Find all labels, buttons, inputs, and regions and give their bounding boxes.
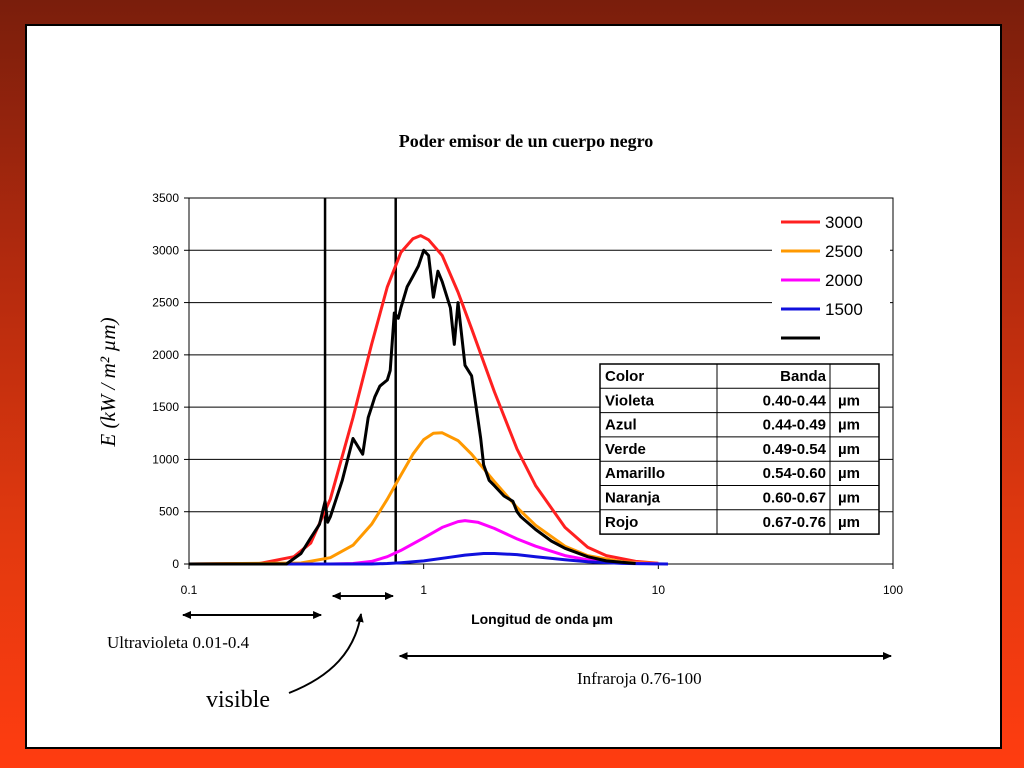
legend-label: 2000 — [825, 271, 863, 290]
table-row-unit: µm — [838, 490, 860, 507]
y-tick-label: 3000 — [152, 243, 179, 257]
x-axis-label: Longitud de onda µm — [471, 611, 613, 627]
y-tick-label: 1000 — [152, 452, 179, 466]
table-row-color: Naranja — [605, 490, 661, 507]
table-row-unit: µm — [838, 465, 860, 482]
table-row-unit: µm — [838, 514, 860, 531]
visible-pointer-arrow — [288, 613, 364, 694]
series-measured-line — [189, 248, 636, 566]
legend-label: 2500 — [825, 242, 863, 261]
table-row-unit: µm — [838, 417, 860, 434]
table-row-color: Violeta — [605, 392, 655, 409]
table-row-unit: µm — [838, 392, 860, 409]
wavelength-annotations: Ultravioleta 0.01-0.4 Infraroja 0.76-100… — [107, 592, 892, 713]
visible-label: visible — [206, 687, 270, 713]
x-tick-label: 0.1 — [181, 583, 198, 597]
table-row-color: Azul — [605, 417, 637, 434]
blackbody-chart: Poder emisor de un cuerpo negro E (kW / … — [96, 131, 903, 713]
y-tick-label: 2500 — [152, 296, 179, 310]
ultraviolet-label: Ultravioleta 0.01-0.4 — [107, 633, 250, 652]
table-row-band: 0.49-0.54 — [763, 441, 827, 458]
legend: 3000 2500 2000 1500 — [772, 206, 890, 352]
legend-label: 1500 — [825, 300, 863, 319]
table-row-band: 0.67-0.76 — [763, 514, 826, 531]
y-tick-label: 0 — [172, 557, 179, 571]
infrared-label: Infraroja 0.76-100 — [577, 669, 702, 688]
x-tick-label: 100 — [883, 583, 903, 597]
table-row-color: Verde — [605, 441, 646, 458]
y-tick-label: 2000 — [152, 348, 179, 362]
series-2000-line — [189, 519, 659, 566]
table-row-band: 0.44-0.49 — [763, 417, 826, 434]
table-row-color: Rojo — [605, 514, 638, 531]
x-tick-label: 10 — [652, 583, 666, 597]
series-2500-line — [188, 431, 659, 566]
series-3000-line — [188, 234, 659, 566]
band-table: Color Banda Violeta 0.40-0.44 µm Azul 0.44-0.4… — [599, 363, 880, 535]
table-row-color: Amarillo — [605, 465, 665, 482]
table-row-band: 0.54-0.60 — [763, 465, 826, 482]
y-axis-label: E (kW / m² µm) — [96, 317, 120, 447]
y-tick-label: 1500 — [152, 400, 179, 414]
legend-label: 3000 — [825, 213, 863, 232]
chart-title: Poder emisor de un cuerpo negro — [399, 131, 654, 151]
table-frame — [599, 363, 880, 535]
series-1500-line — [189, 552, 669, 566]
y-tick-label: 3500 — [152, 191, 179, 205]
table-header-band: Banda — [780, 368, 827, 385]
table-row-unit: µm — [838, 441, 860, 458]
table-row-band: 0.40-0.44 — [763, 392, 827, 409]
x-tick-label: 1 — [420, 583, 427, 597]
y-tick-label: 500 — [159, 505, 179, 519]
table-row-band: 0.60-0.67 — [763, 490, 826, 507]
slide: Poder emisor de un cuerpo negro E (kW / … — [25, 24, 1002, 749]
table-header-color: Color — [605, 368, 644, 385]
